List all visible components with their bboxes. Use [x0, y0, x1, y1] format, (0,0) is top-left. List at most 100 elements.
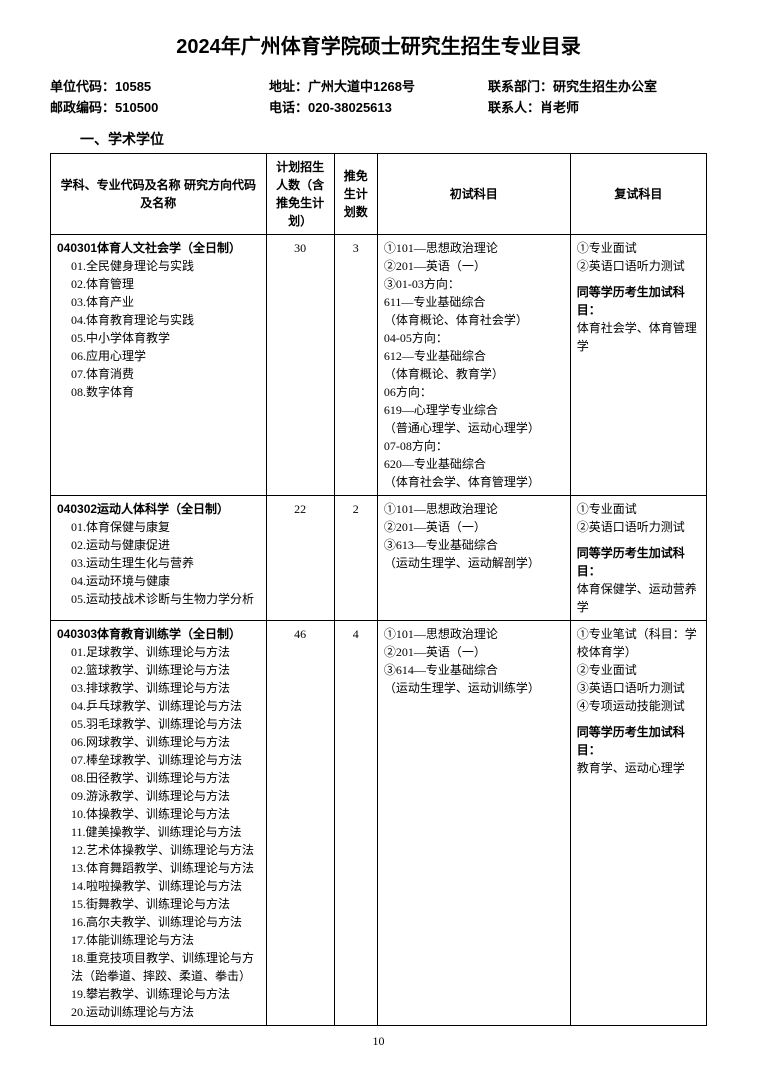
- direction-item: 02.运动与健康促进: [71, 536, 260, 554]
- cell-major: 040301体育人文社会学（全日制）01.全民健身理论与实践02.体育管理03.…: [51, 234, 267, 495]
- cell-plan: 46: [266, 620, 334, 1025]
- direction-item: 15.街舞教学、训练理论与方法: [71, 895, 260, 913]
- table-row: 040303体育教育训练学（全日制）01.足球教学、训练理论与方法02.篮球教学…: [51, 620, 707, 1025]
- th-plan: 计划招生人数（含推免生计划）: [266, 153, 334, 234]
- exam1-line: ②201—英语（一）: [384, 643, 564, 661]
- table-header-row: 学科、专业代码及名称 研究方向代码及名称 计划招生人数（含推免生计划） 推免生计…: [51, 153, 707, 234]
- cell-exam2: ①专业面试②英语口语听力测试同等学历考生加试科目：体育保健学、运动营养学: [570, 495, 706, 620]
- cell-rec: 3: [334, 234, 377, 495]
- cell-rec: 2: [334, 495, 377, 620]
- exam1-line: ①101—思想政治理论: [384, 500, 564, 518]
- exam1-line: 04-05方向：: [384, 329, 564, 347]
- direction-item: 08.数字体育: [71, 383, 260, 401]
- exam1-line: 619—心理学专业综合: [384, 401, 564, 419]
- cell-exam2: ①专业笔试（科目：学校体育学）②专业面试③英语口语听力测试④专项运动技能测试同等…: [570, 620, 706, 1025]
- direction-list: 01.体育保健与康复02.运动与健康促进03.运动生理生化与营养04.运动环境与…: [57, 518, 260, 608]
- exam2-line: ①专业面试: [577, 239, 700, 257]
- th-major: 学科、专业代码及名称 研究方向代码及名称: [51, 153, 267, 234]
- cell-exam1: ①101—思想政治理论②201—英语（一）③01-03方向：611—专业基础综合…: [377, 234, 570, 495]
- direction-item: 05.运动技战术诊断与生物力学分析: [71, 590, 260, 608]
- section-title: 一、学术学位: [80, 129, 707, 149]
- phone-label: 电话：: [269, 100, 308, 115]
- unit-code: 10585: [115, 79, 151, 94]
- major-code: 040302运动人体科学（全日制）: [57, 500, 260, 518]
- direction-item: 06.网球教学、训练理论与方法: [71, 733, 260, 751]
- direction-item: 12.艺术体操教学、训练理论与方法: [71, 841, 260, 859]
- direction-item: 19.攀岩教学、训练理论与方法: [71, 985, 260, 1003]
- postal-label: 邮政编码：: [50, 100, 115, 115]
- direction-item: 04.乒乓球教学、训练理论与方法: [71, 697, 260, 715]
- direction-item: 14.啦啦操教学、训练理论与方法: [71, 877, 260, 895]
- exam2-tail: 体育保健学、运动营养学: [577, 580, 700, 616]
- direction-item: 09.游泳教学、训练理论与方法: [71, 787, 260, 805]
- exam2-tail: 教育学、运动心理学: [577, 759, 700, 777]
- address: 广州大道中1268号: [308, 79, 415, 94]
- exam1-line: ③01-03方向：: [384, 275, 564, 293]
- th-rec: 推免生计划数: [334, 153, 377, 234]
- direction-item: 10.体操教学、训练理论与方法: [71, 805, 260, 823]
- page-number: 10: [50, 1034, 707, 1049]
- direction-item: 03.排球教学、训练理论与方法: [71, 679, 260, 697]
- address-label: 地址：: [269, 79, 308, 94]
- direction-item: 20.运动训练理论与方法: [71, 1003, 260, 1021]
- direction-item: 08.田径教学、训练理论与方法: [71, 769, 260, 787]
- contact: 肖老师: [540, 100, 579, 115]
- exam1-line: ①101—思想政治理论: [384, 625, 564, 643]
- exam1-line: 612—专业基础综合: [384, 347, 564, 365]
- direction-item: 04.运动环境与健康: [71, 572, 260, 590]
- exam2-line: ①专业面试: [577, 500, 700, 518]
- phone: 020-38025613: [308, 100, 392, 115]
- page-title: 2024年广州体育学院硕士研究生招生专业目录: [50, 30, 707, 59]
- exam2-line: ②专业面试: [577, 661, 700, 679]
- exam1-line: ③614—专业基础综合: [384, 661, 564, 679]
- direction-item: 01.全民健身理论与实践: [71, 257, 260, 275]
- direction-item: 06.应用心理学: [71, 347, 260, 365]
- cell-major: 040303体育教育训练学（全日制）01.足球教学、训练理论与方法02.篮球教学…: [51, 620, 267, 1025]
- direction-item: 05.中小学体育教学: [71, 329, 260, 347]
- exam1-line: ①101—思想政治理论: [384, 239, 564, 257]
- exam1-line: 611—专业基础综合: [384, 293, 564, 311]
- direction-item: 02.篮球教学、训练理论与方法: [71, 661, 260, 679]
- cell-plan: 30: [266, 234, 334, 495]
- direction-item: 07.体育消费: [71, 365, 260, 383]
- direction-item: 02.体育管理: [71, 275, 260, 293]
- cell-rec: 4: [334, 620, 377, 1025]
- exam1-line: （普通心理学、运动心理学）: [384, 419, 564, 437]
- exam1-line: 06方向：: [384, 383, 564, 401]
- th-exam2: 复试科目: [570, 153, 706, 234]
- direction-item: 16.高尔夫教学、训练理论与方法: [71, 913, 260, 931]
- exam2-line: ①专业笔试（科目：学校体育学）: [577, 625, 700, 661]
- table-row: 040302运动人体科学（全日制）01.体育保健与康复02.运动与健康促进03.…: [51, 495, 707, 620]
- direction-item: 03.体育产业: [71, 293, 260, 311]
- exam2-tail: 体育社会学、体育管理学: [577, 319, 700, 355]
- contact-label: 联系人：: [488, 100, 540, 115]
- header-info: 单位代码：10585 地址：广州大道中1268号 联系部门：研究生招生办公室 邮…: [50, 77, 707, 119]
- direction-item: 01.体育保健与康复: [71, 518, 260, 536]
- cell-exam1: ①101—思想政治理论②201—英语（一）③613—专业基础综合（运动生理学、运…: [377, 495, 570, 620]
- direction-item: 01.足球教学、训练理论与方法: [71, 643, 260, 661]
- exam1-line: ②201—英语（一）: [384, 518, 564, 536]
- postal: 510500: [115, 100, 158, 115]
- direction-item: 11.健美操教学、训练理论与方法: [71, 823, 260, 841]
- catalog-table: 学科、专业代码及名称 研究方向代码及名称 计划招生人数（含推免生计划） 推免生计…: [50, 153, 707, 1026]
- major-code: 040303体育教育训练学（全日制）: [57, 625, 260, 643]
- exam2-line: ②英语口语听力测试: [577, 518, 700, 536]
- exam1-line: （体育社会学、体育管理学）: [384, 473, 564, 491]
- direction-item: 03.运动生理生化与营养: [71, 554, 260, 572]
- exam2-line: ④专项运动技能测试: [577, 697, 700, 715]
- direction-item: 17.体能训练理论与方法: [71, 931, 260, 949]
- direction-item: 13.体育舞蹈教学、训练理论与方法: [71, 859, 260, 877]
- exam1-line: （体育概论、教育学）: [384, 365, 564, 383]
- exam2-line: ③英语口语听力测试: [577, 679, 700, 697]
- unit-code-label: 单位代码：: [50, 79, 115, 94]
- exam1-line: 07-08方向：: [384, 437, 564, 455]
- exam1-line: （体育概论、体育社会学）: [384, 311, 564, 329]
- exam2-line: ②英语口语听力测试: [577, 257, 700, 275]
- direction-list: 01.全民健身理论与实践02.体育管理03.体育产业04.体育教育理论与实践05…: [57, 257, 260, 401]
- dept-label: 联系部门：: [488, 79, 553, 94]
- exam2-bold: 同等学历考生加试科目：: [577, 544, 700, 580]
- exam1-line: ③613—专业基础综合: [384, 536, 564, 554]
- major-code: 040301体育人文社会学（全日制）: [57, 239, 260, 257]
- cell-plan: 22: [266, 495, 334, 620]
- cell-major: 040302运动人体科学（全日制）01.体育保健与康复02.运动与健康促进03.…: [51, 495, 267, 620]
